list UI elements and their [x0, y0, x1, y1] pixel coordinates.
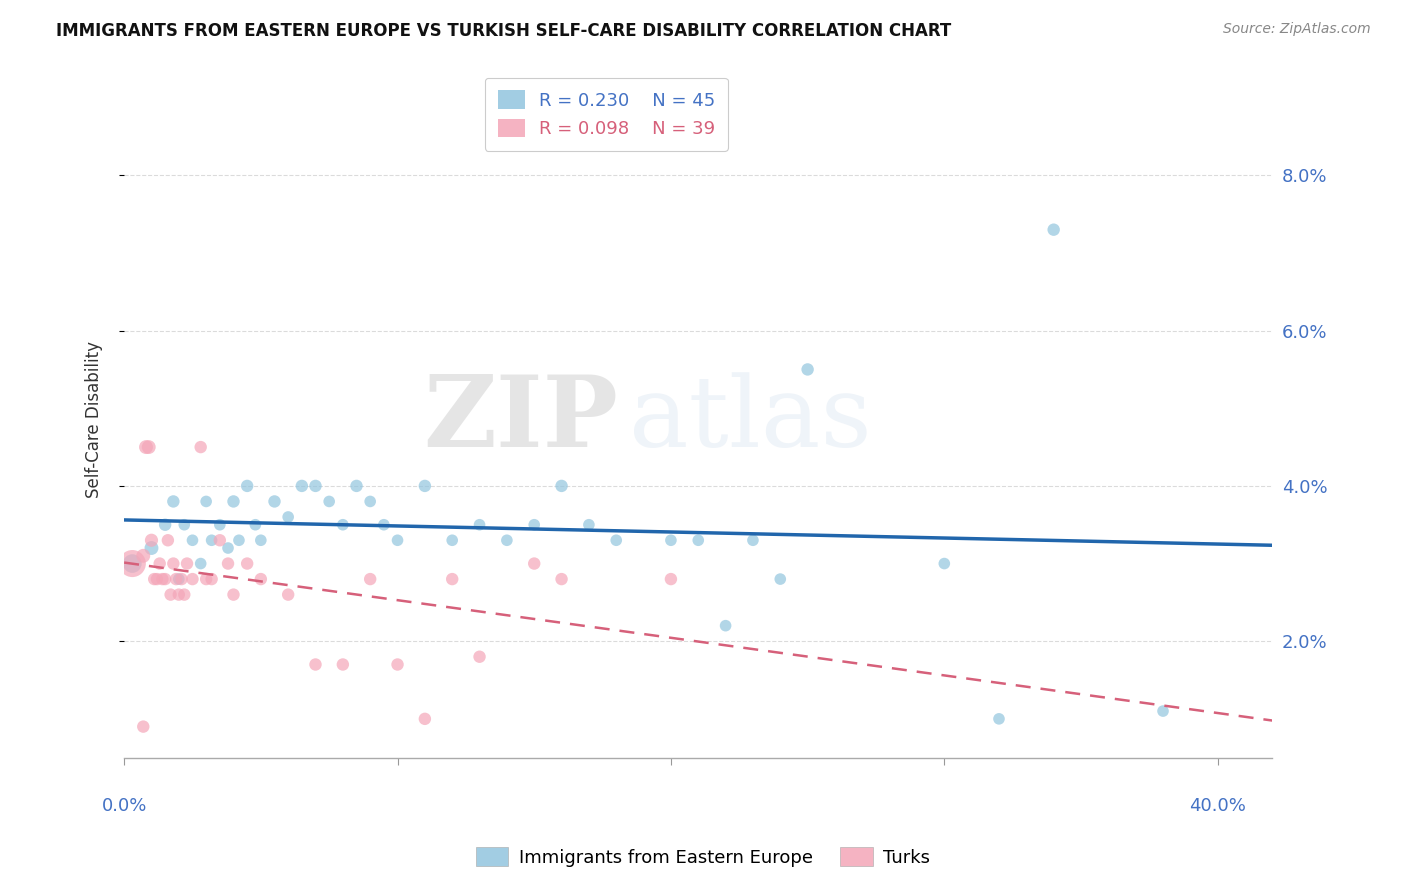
Point [332, 517, 354, 532]
Point [250, 572, 273, 586]
Point [468, 517, 491, 532]
Point [373, 517, 395, 532]
Text: 0.0%: 0.0% [101, 797, 146, 814]
Point [346, 479, 368, 493]
Text: Source: ZipAtlas.com: Source: ZipAtlas.com [1223, 22, 1371, 37]
Point [201, 533, 224, 548]
Point [152, 572, 174, 586]
Point [605, 533, 627, 548]
Point [146, 572, 169, 586]
Point [156, 533, 179, 548]
Point [387, 533, 409, 548]
Point [208, 517, 231, 532]
Point [291, 479, 314, 493]
Point [228, 533, 250, 548]
Point [742, 533, 765, 548]
Point [359, 494, 381, 508]
Point [170, 572, 193, 586]
Point [132, 549, 155, 563]
Point [222, 588, 245, 602]
Point [201, 572, 224, 586]
Point [263, 494, 285, 508]
Point [159, 588, 181, 602]
Legend: R = 0.230    N = 45, R = 0.098    N = 39: R = 0.230 N = 45, R = 0.098 N = 39 [485, 78, 728, 151]
Point [236, 557, 259, 571]
Point [141, 541, 163, 555]
Point [153, 517, 176, 532]
Point [934, 557, 956, 571]
Point [222, 494, 245, 508]
Point [250, 533, 273, 548]
Point [523, 517, 546, 532]
Point [132, 720, 155, 734]
Point [413, 479, 436, 493]
Point [190, 440, 212, 454]
Point [195, 572, 218, 586]
Point [468, 649, 491, 664]
Point [138, 440, 160, 454]
Point [135, 440, 157, 454]
Point [153, 572, 176, 586]
Point [659, 533, 682, 548]
Point [217, 557, 239, 571]
Point [523, 557, 546, 571]
Point [387, 657, 409, 672]
Point [121, 557, 143, 571]
Point [1152, 704, 1174, 718]
Point [1042, 222, 1064, 236]
Y-axis label: Self-Care Disability: Self-Care Disability [86, 342, 103, 499]
Point [441, 572, 464, 586]
Point [173, 517, 195, 532]
Point [181, 572, 204, 586]
Point [550, 479, 572, 493]
Point [550, 572, 572, 586]
Point [659, 572, 682, 586]
Point [165, 572, 187, 586]
Point [236, 479, 259, 493]
Point [149, 557, 172, 571]
Point [688, 533, 710, 548]
Point [318, 494, 340, 508]
Point [143, 572, 166, 586]
Point [769, 572, 792, 586]
Point [578, 517, 600, 532]
Point [988, 712, 1011, 726]
Point [496, 533, 519, 548]
Point [245, 517, 267, 532]
Point [181, 533, 204, 548]
Point [217, 541, 239, 555]
Point [121, 557, 143, 571]
Point [441, 533, 464, 548]
Text: ZIP: ZIP [423, 371, 617, 468]
Point [167, 588, 190, 602]
Text: IMMIGRANTS FROM EASTERN EUROPE VS TURKISH SELF-CARE DISABILITY CORRELATION CHART: IMMIGRANTS FROM EASTERN EUROPE VS TURKIS… [56, 22, 952, 40]
Point [304, 479, 326, 493]
Point [167, 572, 190, 586]
Text: atlas: atlas [630, 372, 872, 467]
Point [162, 494, 184, 508]
Point [359, 572, 381, 586]
Point [208, 533, 231, 548]
Point [190, 557, 212, 571]
Point [162, 557, 184, 571]
Point [413, 712, 436, 726]
Legend: Immigrants from Eastern Europe, Turks: Immigrants from Eastern Europe, Turks [468, 840, 938, 874]
Point [277, 588, 299, 602]
Point [714, 618, 737, 632]
Text: 40.0%: 40.0% [1189, 797, 1246, 814]
Point [796, 362, 818, 376]
Point [332, 657, 354, 672]
Point [277, 510, 299, 524]
Point [304, 657, 326, 672]
Point [176, 557, 198, 571]
Point [173, 588, 195, 602]
Point [195, 494, 218, 508]
Point [141, 533, 163, 548]
